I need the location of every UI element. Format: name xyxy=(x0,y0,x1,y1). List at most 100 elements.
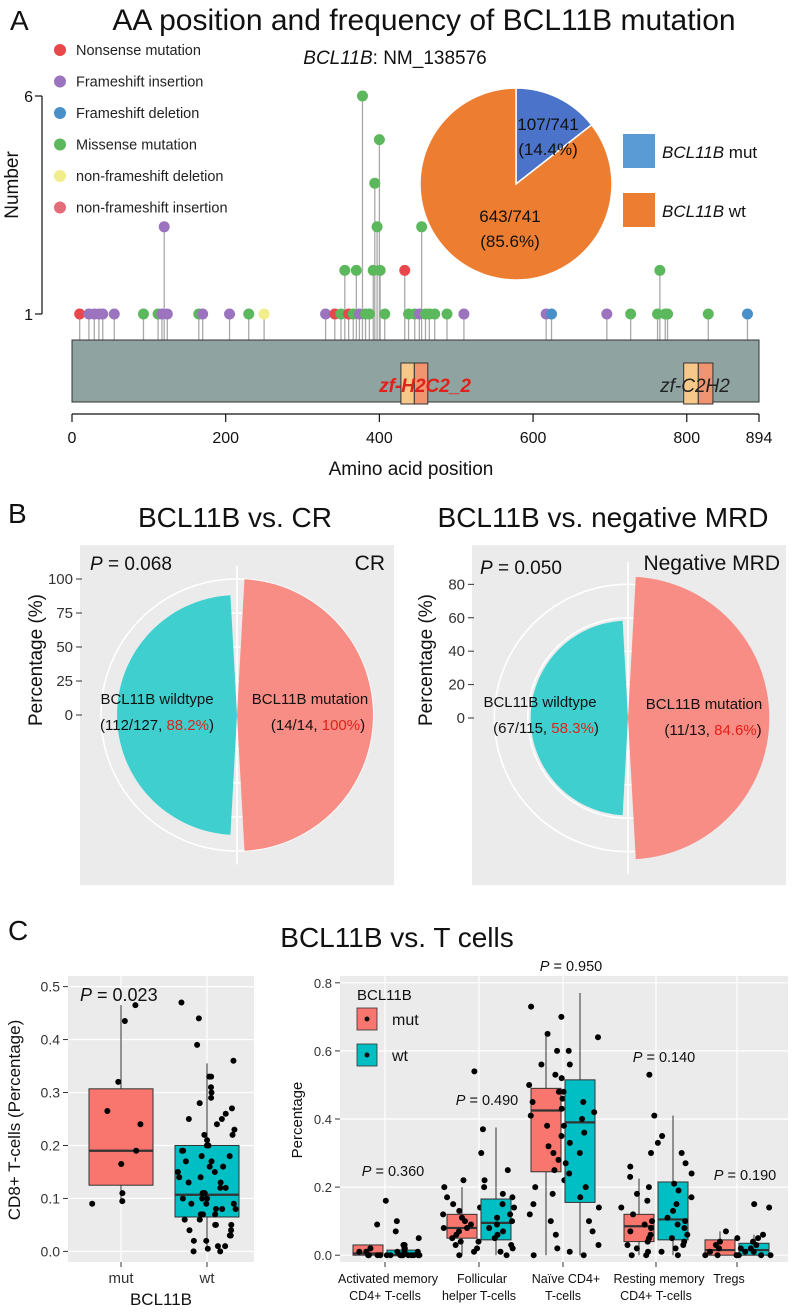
polar-y-tick-label: 40 xyxy=(448,643,465,660)
mutation-dot xyxy=(108,308,120,320)
data-point xyxy=(208,1158,215,1165)
data-point xyxy=(456,1207,463,1214)
data-point xyxy=(585,1218,592,1225)
polar-mrd-mut-pct: 84.6% xyxy=(714,722,757,739)
data-point xyxy=(182,1158,189,1165)
lollipop-y-label: Number xyxy=(2,151,23,219)
polar-mrd-wt-close: ) xyxy=(594,720,599,737)
cd8-y-tick-label: 0.2 xyxy=(41,1137,61,1153)
data-point xyxy=(733,1252,740,1259)
data-point xyxy=(670,1207,677,1214)
data-point xyxy=(628,1252,635,1259)
data-point xyxy=(551,1167,558,1174)
data-point xyxy=(675,1187,682,1194)
data-point xyxy=(668,1235,675,1242)
data-point xyxy=(527,1112,534,1119)
data-point xyxy=(186,1227,193,1234)
mutation-dot xyxy=(662,308,674,320)
data-point xyxy=(213,1121,220,1128)
data-point xyxy=(659,1133,666,1140)
data-point xyxy=(658,1248,665,1255)
data-point xyxy=(581,1129,588,1136)
data-point xyxy=(203,1200,210,1207)
data-point xyxy=(714,1252,721,1259)
data-point xyxy=(199,1195,206,1202)
data-point xyxy=(486,1224,493,1231)
cd8-y-tick-label: 0.5 xyxy=(41,979,61,995)
tcell-p-symbol: P xyxy=(540,959,550,975)
data-point xyxy=(232,1206,239,1213)
data-point xyxy=(374,1221,381,1228)
pie-legend-mut-swatch xyxy=(623,134,655,168)
data-point xyxy=(212,1221,219,1228)
polar-mrd-p-symbol: P xyxy=(480,558,493,579)
polar-mrd-mut-frac: (11/13, xyxy=(664,722,714,739)
data-point xyxy=(530,1252,537,1259)
lollipop-x-tick-label: 200 xyxy=(212,430,239,447)
tcell-x-tick-label: Follicular xyxy=(457,1272,507,1286)
data-point xyxy=(549,1190,556,1197)
data-point xyxy=(481,1184,488,1191)
data-point xyxy=(566,1170,573,1177)
mutation-dot xyxy=(339,264,351,276)
tcell-y-tick-label: 0.2 xyxy=(314,1180,332,1195)
data-point xyxy=(382,1197,389,1204)
tcell-p-value: = 0.950 xyxy=(549,959,602,975)
data-point xyxy=(226,1232,233,1239)
mutation-dot xyxy=(74,308,86,320)
data-point xyxy=(461,1218,468,1225)
data-point xyxy=(758,1252,765,1259)
data-point xyxy=(594,1034,601,1041)
data-point xyxy=(457,1238,464,1245)
data-point xyxy=(204,1137,211,1144)
cd8-p: P = 0.023 xyxy=(80,985,158,1005)
panel-b-letter: B xyxy=(8,498,27,529)
data-point xyxy=(475,1238,482,1245)
data-point xyxy=(558,1013,565,1020)
mutation-dot xyxy=(350,264,362,276)
data-point xyxy=(119,1198,126,1205)
data-point xyxy=(479,1126,486,1133)
lollipop-subtitle: BCL11B: NM_138576 xyxy=(303,48,486,69)
data-point xyxy=(207,1084,214,1091)
polar-y-tick-label: 20 xyxy=(448,677,465,694)
data-point xyxy=(633,1190,640,1197)
box-iqr xyxy=(88,1088,154,1186)
data-point xyxy=(115,1078,122,1085)
cd8-x-tick-label: mut xyxy=(108,1270,134,1287)
data-point xyxy=(405,1252,412,1259)
data-point xyxy=(398,1252,405,1259)
data-point xyxy=(565,1047,572,1054)
polar-mrd-p: P = 0.050 xyxy=(480,558,562,579)
tcell-title: BCL11B vs. T cells xyxy=(280,922,513,953)
mutation-dot xyxy=(546,308,558,320)
data-point xyxy=(627,1173,634,1180)
polar-y-tick-label: 100 xyxy=(48,571,73,588)
data-point xyxy=(558,1075,565,1082)
panel-a-letter: A xyxy=(10,5,29,36)
data-point xyxy=(576,1150,583,1157)
data-point xyxy=(365,1252,372,1259)
data-point xyxy=(580,1098,587,1105)
tcell-x-tick-label: Naïve CD4+ xyxy=(532,1272,600,1286)
cd8-plot: 0.0 0.1 0.2 0.3 0.4 0.5 mut wt xyxy=(41,976,254,1287)
data-point xyxy=(204,1245,211,1252)
data-point xyxy=(468,1221,475,1228)
data-point xyxy=(231,1126,238,1133)
data-point xyxy=(562,1160,569,1167)
data-point xyxy=(478,1150,485,1157)
mutation-dot xyxy=(97,308,109,320)
data-point xyxy=(194,1041,201,1048)
data-point xyxy=(566,1248,573,1255)
lollipop-title: AA position and frequency of BCL11B muta… xyxy=(112,4,735,37)
data-point xyxy=(648,1224,655,1231)
protein-domains: zf-H2C2_2 zf-C2H2 xyxy=(378,362,730,405)
data-point xyxy=(682,1218,689,1225)
cd8-y-tick-label: 0.4 xyxy=(41,1032,61,1048)
mutation-dot xyxy=(161,308,173,320)
polar-mrd-p-value: = 0.050 xyxy=(493,558,562,579)
pie-legend-mut-suffix: mut xyxy=(724,143,757,162)
mutation-dot xyxy=(371,221,383,233)
mutation-legend: Nonsense mutation Frameshift insertion Fra… xyxy=(54,43,228,217)
data-point xyxy=(681,1224,688,1231)
